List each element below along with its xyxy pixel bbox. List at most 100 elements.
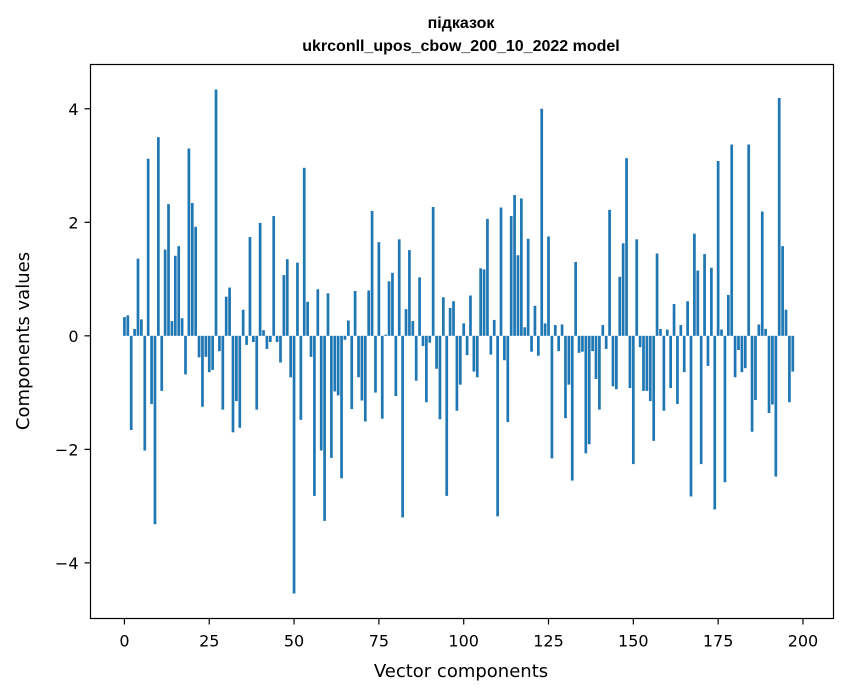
bar-87 [418,277,421,336]
bar-108 [489,335,493,355]
bar-103 [472,335,476,372]
bar-153 [642,335,645,391]
bar-71 [363,335,367,422]
bar-51 [296,262,299,336]
bar-72 [367,290,371,336]
bar-23 [201,335,204,407]
bar-88 [421,335,425,347]
bar-170 [699,335,703,465]
bar-104 [475,335,479,378]
bar-188 [760,211,764,336]
bar-114 [509,216,513,336]
bar-67 [350,335,354,410]
bar-195 [784,309,788,336]
bar-75 [377,242,381,336]
bar-159 [662,335,666,411]
bar-34 [238,335,242,428]
bar-96 [448,308,452,336]
bar-57 [316,289,320,336]
bar-189 [764,329,767,336]
bar-97 [452,301,455,336]
bar-107 [486,218,489,336]
bar-40 [258,222,262,336]
bar-100 [462,323,466,336]
bar-175 [716,161,720,336]
bar-142 [604,335,608,349]
bar-183 [743,335,747,369]
bar-78 [387,281,391,336]
y-tick-label: −2 [55,440,79,459]
bar-76 [380,335,384,419]
bar-56 [313,335,316,496]
bar-82 [401,335,404,518]
bar-49 [289,335,293,378]
bar-90 [428,335,432,343]
bar-60 [326,293,330,336]
y-tick-label: −4 [55,554,79,573]
y-axis-ticks: −4 −2 0 2 4 [55,100,91,573]
bar-98 [455,335,459,411]
bar-111 [499,207,503,336]
bar-135 [581,335,584,352]
bar-91 [431,206,435,336]
bar-79 [391,272,394,336]
bar-156 [652,335,656,441]
chart-title-line1: підказок [428,15,496,32]
bar-121 [533,305,537,336]
bar-119 [526,238,530,336]
bar-126 [550,335,554,459]
bar-185 [750,335,754,432]
bar-59 [323,335,326,521]
bar-101 [465,335,469,356]
bar-160 [665,329,669,336]
bar-4 [136,258,140,336]
bar-161 [669,335,672,389]
bar-125 [547,236,550,336]
bar-38 [251,335,255,343]
bar-182 [740,335,744,373]
bar-93 [438,335,442,420]
bar-191 [771,335,774,405]
bar-86 [414,335,418,381]
bar-44 [272,216,276,336]
bar-162 [672,304,676,336]
bar-2 [129,335,133,431]
x-tick-label: 125 [533,632,564,651]
bar-139 [594,335,598,379]
bar-99 [458,335,462,385]
bar-63 [336,335,340,396]
plot-frame [89,63,835,620]
bar-133 [574,262,578,336]
bar-148 [625,158,628,336]
bar-157 [655,253,659,336]
bar-25 [207,335,211,373]
bar-35 [241,309,245,336]
bar-144 [611,335,615,387]
bar-18 [184,335,187,375]
bar-169 [696,270,700,336]
bar-150 [631,335,635,465]
bar-184 [747,144,751,336]
bar-152 [638,335,642,348]
bar-115 [513,195,516,336]
bar-178 [726,294,730,336]
bar-194 [781,246,784,336]
bar-74 [374,335,377,393]
bar-112 [503,335,506,361]
bar-68 [353,290,357,336]
bar-140 [598,335,601,410]
bar-134 [577,335,581,353]
bar-46 [279,335,282,363]
bar-102 [469,295,472,336]
bar-14 [170,321,174,336]
bar-13 [167,204,170,336]
bar-19 [187,148,191,336]
bar-136 [584,335,588,454]
bar-43 [268,335,272,343]
bar-168 [693,233,696,336]
chart-title-line2: ukrconll_upos_cbow_200_10_2022 model [302,38,619,55]
y-axis-label: Components values [13,252,34,430]
bar-129 [560,324,564,336]
bar-192 [774,335,778,477]
